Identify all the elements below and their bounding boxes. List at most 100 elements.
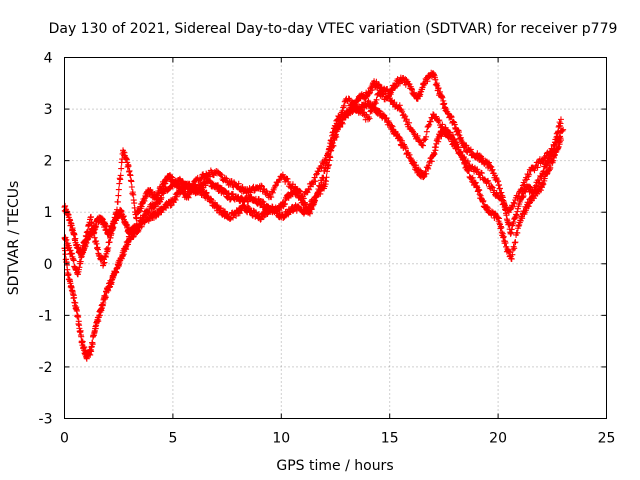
data-point bbox=[337, 112, 344, 119]
data-point bbox=[110, 224, 117, 231]
data-point bbox=[284, 175, 291, 182]
data-point bbox=[526, 183, 533, 190]
data-point bbox=[480, 197, 487, 204]
data-point bbox=[487, 162, 494, 169]
data-point bbox=[461, 154, 468, 161]
data-point bbox=[425, 162, 432, 169]
data-point bbox=[318, 164, 325, 171]
data-point bbox=[415, 166, 422, 173]
data-point bbox=[185, 194, 192, 201]
data-point bbox=[138, 223, 145, 230]
data-point bbox=[555, 137, 562, 144]
data-point bbox=[124, 223, 131, 230]
data-point bbox=[413, 162, 420, 169]
data-point bbox=[478, 170, 485, 177]
data-point bbox=[312, 178, 319, 185]
x-tick-label: 25 bbox=[598, 431, 616, 447]
data-point bbox=[513, 212, 520, 219]
data-point bbox=[454, 144, 461, 151]
data-point bbox=[472, 179, 479, 186]
plot-frame bbox=[64, 57, 607, 419]
data-point bbox=[208, 196, 215, 203]
data-point bbox=[428, 158, 435, 165]
data-point bbox=[379, 91, 386, 98]
data-point bbox=[556, 134, 563, 141]
data-point bbox=[540, 181, 547, 188]
data-point bbox=[313, 171, 320, 178]
y-tick-label: 1 bbox=[44, 205, 53, 221]
y-tick-label: 4 bbox=[44, 51, 53, 67]
data-point bbox=[512, 239, 519, 246]
data-point bbox=[128, 184, 135, 191]
series-track-3 bbox=[61, 89, 567, 278]
x-axis-label: GPS time / hours bbox=[276, 458, 393, 474]
data-point bbox=[508, 229, 515, 236]
data-point bbox=[272, 207, 279, 214]
data-point bbox=[141, 219, 148, 226]
data-point bbox=[105, 244, 112, 251]
data-point bbox=[425, 165, 432, 172]
y-tick-label: -2 bbox=[39, 360, 53, 376]
data-point bbox=[560, 126, 567, 133]
data-point bbox=[388, 98, 395, 105]
data-point bbox=[260, 198, 267, 205]
data-point bbox=[423, 133, 430, 140]
x-tick-label: 15 bbox=[381, 431, 399, 447]
data-point bbox=[252, 209, 259, 216]
data-point bbox=[424, 78, 431, 85]
data-point bbox=[403, 116, 410, 123]
data-point bbox=[68, 222, 75, 229]
data-point bbox=[492, 210, 499, 217]
data-point bbox=[120, 251, 127, 258]
data-point bbox=[333, 127, 340, 134]
data-point bbox=[79, 251, 86, 258]
data-point bbox=[310, 181, 317, 188]
data-point bbox=[272, 183, 279, 190]
data-point bbox=[469, 174, 476, 181]
data-point bbox=[353, 103, 360, 110]
data-point bbox=[117, 172, 124, 179]
data-point bbox=[526, 171, 533, 178]
data-point bbox=[229, 190, 236, 197]
data-point bbox=[510, 219, 517, 226]
y-tick-label: 3 bbox=[44, 102, 53, 118]
data-point bbox=[101, 259, 108, 266]
data-point bbox=[435, 118, 442, 125]
data-point bbox=[324, 152, 331, 159]
data-points bbox=[61, 69, 567, 362]
data-point bbox=[133, 215, 140, 222]
data-point bbox=[518, 186, 525, 193]
data-point bbox=[417, 167, 424, 174]
data-point bbox=[521, 181, 528, 188]
data-point bbox=[489, 166, 496, 173]
data-point bbox=[447, 133, 454, 140]
data-point bbox=[466, 147, 473, 154]
data-point bbox=[498, 196, 505, 203]
data-point bbox=[432, 76, 439, 83]
x-tick-label: 10 bbox=[272, 431, 290, 447]
data-point bbox=[239, 183, 246, 190]
data-point bbox=[406, 119, 413, 126]
data-point bbox=[300, 195, 307, 202]
data-point bbox=[112, 216, 119, 223]
data-point bbox=[474, 166, 481, 173]
data-point bbox=[203, 189, 210, 196]
data-point bbox=[320, 160, 327, 167]
data-point bbox=[493, 190, 500, 197]
data-point bbox=[102, 222, 109, 229]
data-point bbox=[73, 307, 80, 314]
data-point bbox=[75, 314, 82, 321]
data-point bbox=[512, 214, 519, 221]
data-point bbox=[229, 214, 236, 221]
data-point bbox=[457, 149, 464, 156]
series-track-1 bbox=[61, 69, 564, 259]
data-point bbox=[84, 228, 91, 235]
data-point bbox=[436, 117, 443, 124]
data-point bbox=[332, 131, 339, 138]
data-point bbox=[111, 220, 118, 227]
data-point bbox=[488, 208, 495, 215]
data-point bbox=[207, 195, 214, 202]
data-point bbox=[223, 175, 230, 182]
data-point bbox=[519, 186, 526, 193]
x-tick-label: 20 bbox=[489, 431, 507, 447]
